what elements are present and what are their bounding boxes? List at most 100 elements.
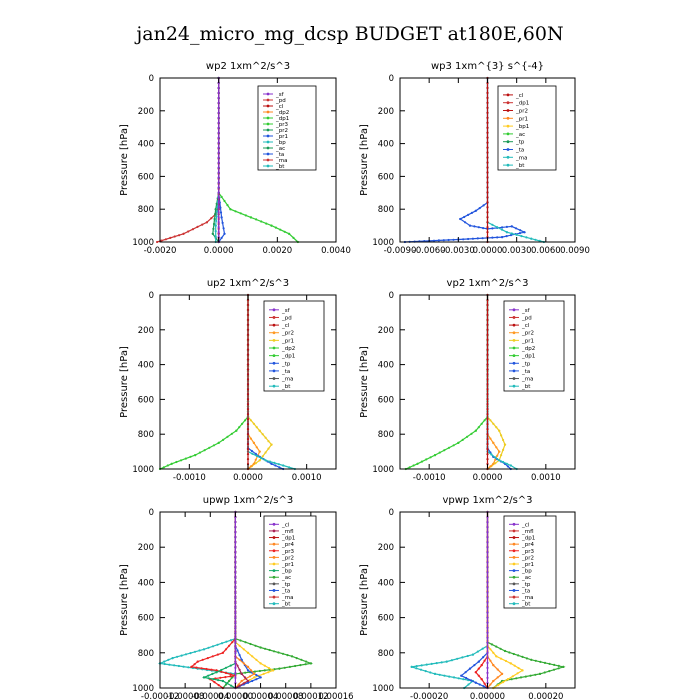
series-point [477, 660, 480, 663]
series-point [251, 655, 254, 658]
series-point [530, 658, 533, 661]
series-point [217, 171, 220, 174]
series-point [163, 662, 166, 666]
x-tick-label: 0.0060 [531, 246, 561, 256]
y-tick-label: 200 [138, 107, 154, 117]
series-point [217, 156, 220, 159]
series-point [246, 353, 250, 356]
series-line-pd [156, 78, 220, 243]
series-point [223, 232, 226, 235]
series-point [244, 641, 247, 644]
series-point [234, 586, 237, 589]
series-point [217, 206, 220, 209]
series-point [277, 651, 280, 654]
series-point [491, 236, 494, 239]
series-point [494, 456, 497, 459]
legend-entry: _pr1 [275, 134, 288, 140]
y-tick-label: 1000 [372, 465, 394, 475]
series-point [214, 213, 217, 216]
series-point [498, 429, 501, 432]
series-point [462, 678, 465, 681]
series-point [467, 213, 470, 216]
series-point [277, 463, 280, 466]
series-point [505, 462, 508, 465]
legend-swatch-marker [272, 562, 276, 566]
series-point [486, 383, 489, 386]
y-tick-label: 0 [389, 508, 394, 518]
series-point [193, 663, 196, 666]
y-axis-label: Pressure [hPa] [359, 346, 370, 418]
series-point [170, 462, 173, 465]
series-point [263, 664, 266, 667]
legend-swatch-marker [512, 555, 516, 559]
series-point [445, 660, 448, 663]
series-point [429, 671, 432, 674]
series-point [217, 196, 220, 199]
series-point [500, 454, 503, 457]
series-point [234, 636, 237, 639]
legend-swatch-marker [506, 155, 510, 159]
series-point [486, 126, 489, 129]
legend-swatch-marker [512, 522, 516, 526]
legend-swatch-marker [512, 536, 516, 539]
series-point [263, 669, 266, 672]
legend-swatch-marker [512, 569, 516, 573]
series-point [214, 230, 217, 233]
series-point [217, 181, 220, 184]
series-point [270, 224, 273, 227]
series-point [195, 666, 198, 669]
series-point [225, 640, 228, 643]
series-point [496, 676, 499, 679]
series-point [187, 666, 190, 669]
series-point [278, 667, 281, 670]
series-point [502, 438, 505, 442]
series-point [234, 210, 237, 213]
series-point [217, 146, 220, 149]
series-point [234, 521, 237, 524]
panel-title: vpwp 1xm^2/s^3 [442, 495, 532, 506]
series-point [217, 151, 220, 154]
legend-entry: _ma [515, 155, 527, 161]
series-point [300, 658, 303, 661]
series-point [486, 111, 489, 114]
series-point [501, 228, 504, 231]
series-point [457, 441, 460, 444]
series-point [220, 236, 223, 239]
series-point [258, 669, 261, 673]
panels-container: wp2 1xm^2/s^3 Pressure [hPa] 0 200 400 600 800… [119, 61, 590, 700]
series-point [486, 91, 489, 94]
series-point [249, 216, 252, 219]
series-point [242, 662, 245, 665]
series-point [226, 204, 229, 207]
series-point [299, 664, 302, 667]
series-point [241, 422, 244, 425]
series-point [229, 208, 232, 211]
series-point [198, 649, 201, 652]
series-point [471, 653, 474, 656]
series-point [217, 441, 220, 444]
series-point [490, 453, 493, 456]
series-point [252, 422, 255, 425]
legend-swatch-marker [506, 116, 510, 120]
series-point [173, 235, 176, 238]
series-point [171, 657, 174, 660]
legend-entry: _bp1 [515, 124, 529, 130]
series-point [474, 681, 477, 684]
series-point [236, 664, 239, 667]
series-point [246, 428, 250, 431]
series-point [490, 643, 493, 646]
legend-swatch-marker [272, 361, 276, 365]
series-point [212, 444, 216, 447]
series-point [251, 452, 254, 455]
series-point [211, 655, 214, 658]
y-axis-label: Pressure [hPa] [359, 564, 370, 636]
series-point [525, 236, 528, 239]
series-point [486, 403, 489, 406]
series-point [207, 677, 210, 680]
legend-entry: _cl [275, 104, 284, 110]
series-point [234, 536, 237, 539]
series-point [539, 660, 542, 664]
series-point [246, 438, 250, 441]
legend: _cl _dp1 _pr2_pr1 _bp1 _ac _tp _ta_ma _bt [497, 85, 557, 171]
legend-entry: _dp2 [275, 110, 289, 116]
